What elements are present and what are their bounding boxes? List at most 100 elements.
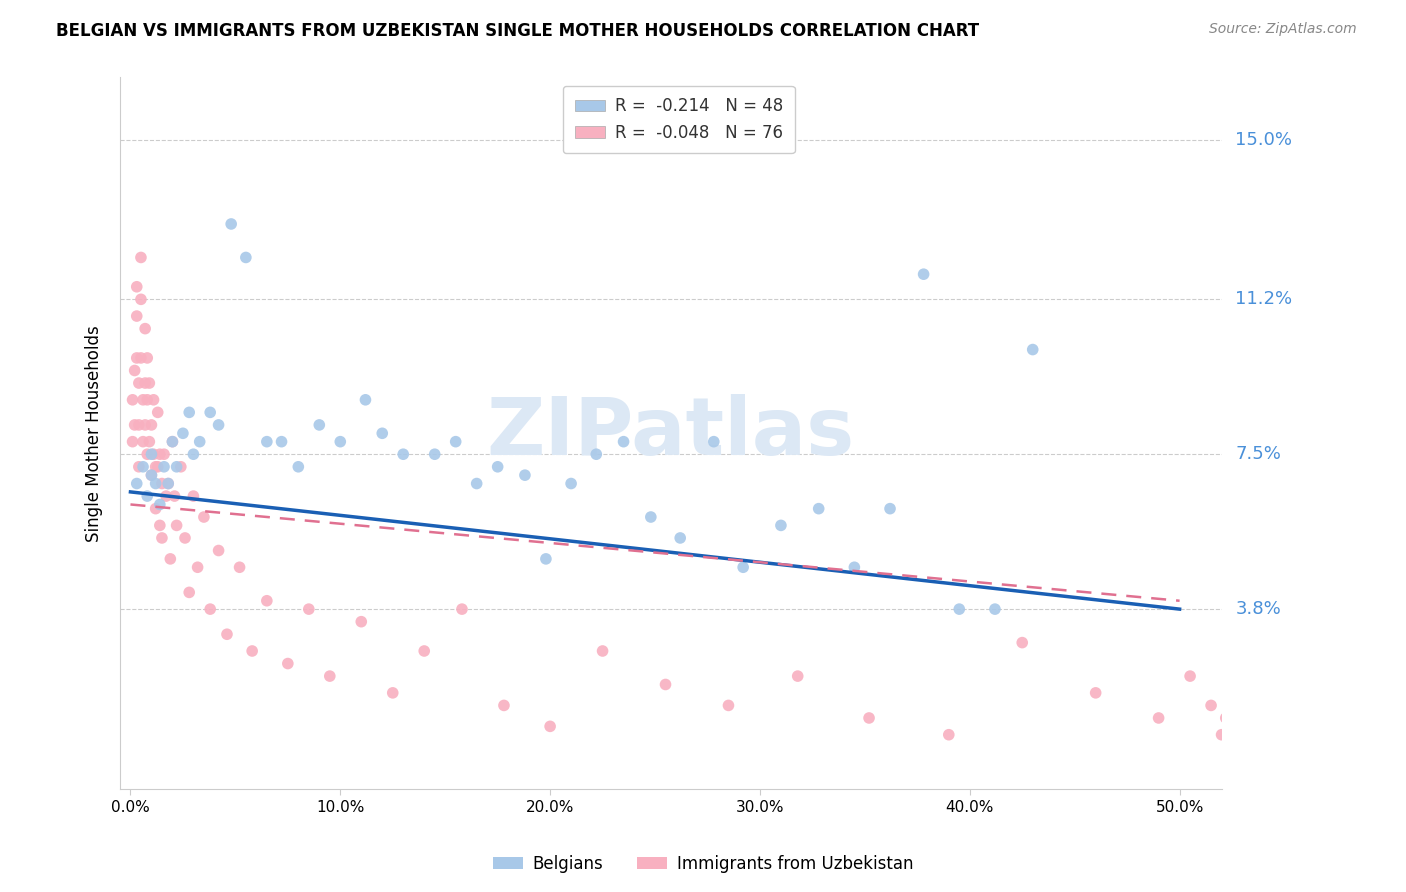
Point [486,459,509,474]
Point [149,498,172,512]
Point [235,251,257,265]
Point [228,560,250,574]
Point [858,711,880,725]
Point [640,510,662,524]
Point [319,669,342,683]
Point [381,686,404,700]
Point [121,392,143,407]
Point [183,447,205,461]
Point [198,405,221,419]
Point [654,677,676,691]
Point [277,657,299,671]
Text: Source: ZipAtlas.com: Source: ZipAtlas.com [1209,22,1357,37]
Text: 3.8%: 3.8% [1236,600,1281,618]
Point [121,434,143,449]
Point [136,447,159,461]
Point [256,434,278,449]
Point [219,217,242,231]
Point [141,447,163,461]
Point [162,434,184,449]
Point [149,447,172,461]
Point [142,392,165,407]
Point [162,434,184,449]
Point [132,434,155,449]
Point [153,447,176,461]
Point [129,351,152,365]
Point [129,293,152,307]
Point [413,644,436,658]
Point [371,426,394,441]
Point [141,417,163,432]
Point [669,531,692,545]
Point [207,417,229,432]
Point [984,602,1007,616]
Point [125,476,148,491]
Point [136,489,159,503]
Point [1178,669,1201,683]
Point [207,543,229,558]
Point [534,552,557,566]
Point [1084,686,1107,700]
Point [560,476,582,491]
Point [163,489,186,503]
Point [1147,711,1170,725]
Point [134,376,156,390]
Point [215,627,238,641]
Point [193,510,215,524]
Point [159,552,181,566]
Point [136,351,159,365]
Point [145,501,167,516]
Point [329,434,352,449]
Point [717,698,740,713]
Point [145,459,167,474]
Point [1011,635,1033,649]
Point [585,447,607,461]
Point [150,531,173,545]
Point [879,501,901,516]
Point [149,518,172,533]
Point [172,426,194,441]
Point [136,392,159,407]
Point [141,468,163,483]
Point [256,593,278,607]
Point [125,351,148,365]
Legend: Belgians, Immigrants from Uzbekistan: Belgians, Immigrants from Uzbekistan [486,848,920,880]
Point [198,602,221,616]
Point [157,476,180,491]
Legend: R =  -0.214   N = 48, R =  -0.048   N = 76: R = -0.214 N = 48, R = -0.048 N = 76 [562,86,794,153]
Point [128,376,150,390]
Point [179,405,201,419]
Point [451,602,474,616]
Point [1215,711,1237,725]
Point [138,434,160,449]
Point [146,405,169,419]
Point [145,476,167,491]
Point [170,459,193,474]
Point [150,476,173,491]
Point [134,321,156,335]
Point [132,392,155,407]
Text: ZIPatlas: ZIPatlas [486,394,855,472]
Point [153,459,176,474]
Point [1211,728,1233,742]
Text: 15.0%: 15.0% [1236,131,1292,149]
Point [354,392,377,407]
Point [155,489,177,503]
Point [733,560,755,574]
Point [129,251,152,265]
Text: BELGIAN VS IMMIGRANTS FROM UZBEKISTAN SINGLE MOTHER HOUSEHOLDS CORRELATION CHART: BELGIAN VS IMMIGRANTS FROM UZBEKISTAN SI… [56,22,980,40]
Point [1022,343,1045,357]
Point [188,434,211,449]
Text: 11.2%: 11.2% [1236,290,1292,309]
Point [492,698,515,713]
Point [844,560,866,574]
Point [142,447,165,461]
Point [287,459,309,474]
Point [444,434,467,449]
Point [141,468,163,483]
Point [308,417,330,432]
Point [146,459,169,474]
Point [298,602,321,616]
Y-axis label: Single Mother Households: Single Mother Households [86,325,103,541]
Point [174,531,197,545]
